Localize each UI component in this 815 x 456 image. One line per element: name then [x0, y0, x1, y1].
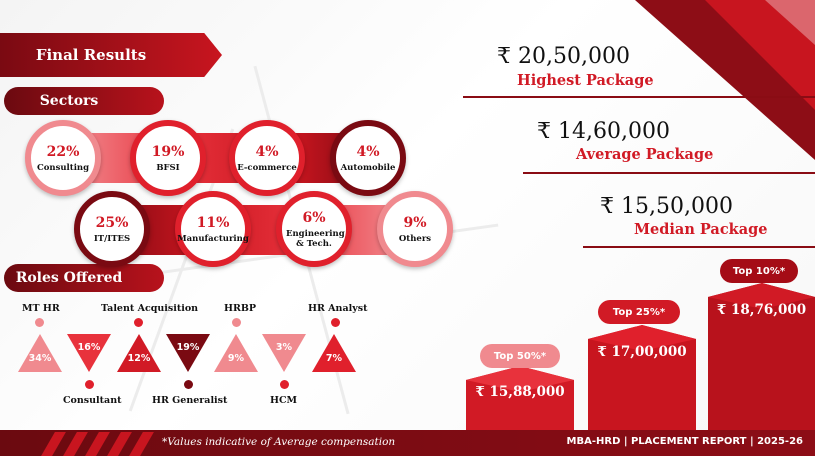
footer-note: *Values indicative of Average compensati…: [162, 436, 396, 448]
sector-label: Manufacturing: [177, 233, 249, 244]
sector-engineering: 6% Engineering & Tech.: [276, 191, 352, 267]
role-label-hr-generalist: HR Generalist: [152, 395, 228, 406]
sector-others: 9% Others: [377, 191, 453, 267]
sector-label: BFSI: [156, 162, 180, 173]
tier-amount-top-10: ₹ 18,76,000: [716, 302, 807, 318]
sector-label: IT/ITES: [93, 233, 131, 244]
tier-amount-top-25: ₹ 17,00,000: [597, 344, 687, 360]
sector-percent: 4%: [255, 143, 279, 160]
sector-percent: 22%: [46, 143, 80, 160]
role-label-mt-hr: MT HR: [22, 303, 60, 314]
sector-ecommerce: 4% E-commerce: [229, 120, 305, 196]
sector-label: Automobile: [340, 162, 396, 173]
role-triangle-hrbp: 9%: [214, 334, 258, 372]
sector-percent: 9%: [403, 214, 427, 231]
sector-percent: 4%: [356, 143, 380, 160]
tier-tag-top-10: Top 10%*: [720, 259, 798, 283]
divider: [523, 172, 815, 174]
bar-top-50: [466, 366, 574, 434]
role-dot: [85, 380, 94, 389]
roles-offered-header: Roles Offered: [4, 264, 164, 292]
role-label-hcm: HCM: [270, 395, 298, 406]
tier-tag-top-50: Top 50%*: [480, 344, 560, 368]
sector-manufacturing: 11% Manufacturing: [175, 191, 251, 267]
role-dot: [331, 318, 340, 327]
role-value: 34%: [28, 353, 52, 364]
divider: [583, 246, 815, 248]
median-package-amount: ₹ 15,50,000: [600, 194, 733, 219]
average-package-label: Average Package: [576, 146, 714, 163]
sector-label: Engineering & Tech.: [286, 228, 345, 249]
role-label-talent-acquisition: Talent Acquisition: [101, 303, 199, 314]
role-triangle-consultant: 16%: [67, 334, 111, 372]
role-value: 3%: [275, 342, 293, 353]
role-value: 9%: [227, 353, 245, 364]
role-value: 19%: [176, 342, 200, 353]
sector-label: Consulting: [36, 162, 90, 173]
role-value: 7%: [325, 353, 343, 364]
sectors-header: Sectors: [4, 87, 164, 115]
role-triangle-hcm: 3%: [262, 334, 306, 372]
sector-percent: 19%: [151, 143, 185, 160]
tier-tag-top-25: Top 25%*: [598, 300, 680, 324]
sector-label: Others: [398, 233, 432, 244]
role-value: 16%: [77, 342, 101, 353]
role-label-hr-analyst: HR Analyst: [308, 303, 368, 314]
sector-consulting: 22% Consulting: [25, 120, 101, 196]
role-triangle-hr-analyst: 7%: [312, 334, 356, 372]
divider: [463, 96, 815, 98]
role-dot: [184, 380, 193, 389]
median-package-label: Median Package: [634, 221, 768, 238]
bar-top-10: [708, 283, 815, 435]
highest-package-label: Highest Package: [517, 72, 654, 89]
role-triangle-mt-hr: 34%: [18, 334, 62, 372]
role-value: 12%: [127, 353, 151, 364]
sector-percent: 11%: [196, 214, 230, 231]
role-dot: [35, 318, 44, 327]
sector-it-ites: 25% IT/ITES: [74, 191, 150, 267]
footer-report-title: MBA-HRD | PLACEMENT REPORT | 2025-26: [566, 436, 803, 447]
role-label-consultant: Consultant: [63, 395, 122, 406]
sector-label: E-commerce: [237, 162, 297, 173]
tier-amount-top-50: ₹ 15,88,000: [475, 384, 565, 400]
sector-percent: 25%: [95, 214, 129, 231]
role-dot: [232, 318, 241, 327]
bar-top-25: [588, 325, 696, 435]
corner-decoration: [635, 0, 815, 160]
role-triangle-hr-generalist: 19%: [166, 334, 210, 372]
sector-bfsi: 19% BFSI: [130, 120, 206, 196]
final-results-header: Final Results: [0, 33, 222, 77]
highest-package-amount: ₹ 20,50,000: [497, 44, 630, 69]
role-label-hrbp: HRBP: [224, 303, 257, 314]
sector-automobile: 4% Automobile: [330, 120, 406, 196]
role-triangle-talent-acquisition: 12%: [117, 334, 161, 372]
role-dot: [134, 318, 143, 327]
role-dot: [280, 380, 289, 389]
sector-percent: 6%: [302, 209, 326, 226]
average-package-amount: ₹ 14,60,000: [537, 119, 670, 144]
